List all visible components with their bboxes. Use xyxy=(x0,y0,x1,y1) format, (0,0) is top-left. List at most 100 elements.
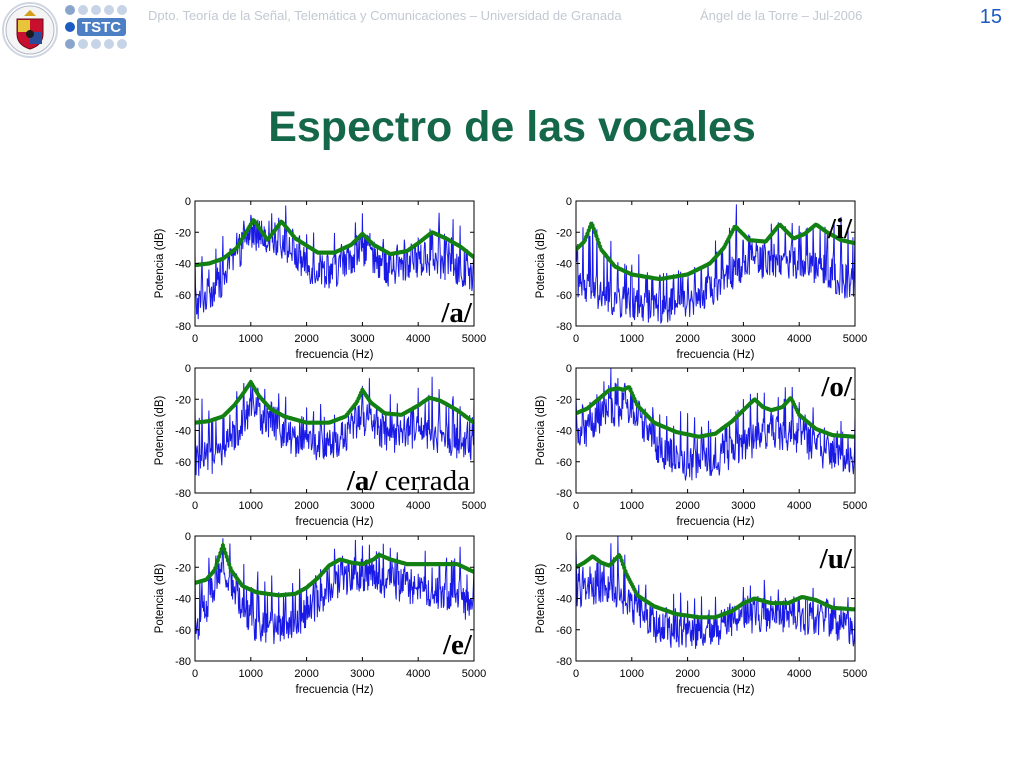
envelope-point xyxy=(471,420,474,425)
envelope-point xyxy=(595,237,600,242)
x-tick-label: 0 xyxy=(192,500,198,512)
envelope-point xyxy=(591,226,596,231)
envelope-point xyxy=(217,554,222,559)
envelope-markers xyxy=(195,380,474,425)
x-tick-label: 4000 xyxy=(787,500,811,512)
envelope-point xyxy=(598,244,603,249)
envelope-point xyxy=(215,558,220,563)
envelope-point xyxy=(222,547,227,552)
envelope-point xyxy=(618,555,623,560)
envelope-point xyxy=(584,234,589,240)
plot-area xyxy=(195,538,474,645)
x-tick-label: 3000 xyxy=(731,333,755,345)
y-tick-label: -40 xyxy=(175,259,191,271)
y-tick-label: 0 xyxy=(566,196,572,208)
header-department: Dpto. Teoría de la Señal, Telemática y C… xyxy=(148,8,622,23)
x-tick-label: 0 xyxy=(573,333,579,345)
x-tick-label: 0 xyxy=(192,333,198,345)
envelope-point xyxy=(596,240,601,246)
envelope-point xyxy=(586,228,591,233)
x-tick-label: 4000 xyxy=(406,668,430,680)
y-tick-label: -40 xyxy=(556,426,572,438)
envelope-point xyxy=(585,231,590,236)
x-tick-label: 4000 xyxy=(406,500,430,512)
x-tick-label: 2000 xyxy=(675,500,699,512)
x-axis-label: frecuencia (Hz) xyxy=(677,516,755,528)
x-tick-label: 5000 xyxy=(843,333,867,345)
y-tick-label: -60 xyxy=(175,457,191,469)
header-author-date: Ángel de la Torre – Jul-2006 xyxy=(700,8,863,23)
x-tick-label: 1000 xyxy=(239,500,263,512)
plot-area xyxy=(195,205,474,320)
y-tick-label: -80 xyxy=(556,488,572,500)
chart-2: 0 1000 2000 3000 4000 5000 0 -20 -40 -60 -80 frecue… xyxy=(535,196,867,361)
y-tick-label: -80 xyxy=(175,321,191,333)
y-tick-label: -60 xyxy=(556,290,572,302)
x-tick-label: 2000 xyxy=(675,668,699,680)
x-tick-label: 3000 xyxy=(731,668,755,680)
x-tick-label: 2000 xyxy=(675,333,699,345)
y-tick-label: -60 xyxy=(556,625,572,637)
x-tick-label: 5000 xyxy=(462,333,486,345)
x-tick-label: 1000 xyxy=(620,668,644,680)
y-axis-label: Potencia (dB) xyxy=(535,395,547,465)
envelope-markers xyxy=(195,218,474,268)
x-tick-label: 0 xyxy=(573,500,579,512)
x-axis-label: frecuencia (Hz) xyxy=(677,684,755,696)
spectrum-line xyxy=(576,368,855,481)
envelope-point xyxy=(225,558,231,563)
spectrum-line xyxy=(576,536,855,649)
chart-6: 0 1000 2000 3000 4000 5000 0 -20 -40 -60 -80 frecue… xyxy=(535,531,867,696)
x-axis-label: frecuencia (Hz) xyxy=(296,516,374,528)
x-axis-label: frecuencia (Hz) xyxy=(296,349,374,361)
spectrum-line xyxy=(195,376,474,476)
x-tick-label: 4000 xyxy=(787,333,811,345)
vowel-label: /o/ xyxy=(820,371,853,403)
x-axis-label: frecuencia (Hz) xyxy=(677,349,755,361)
x-tick-label: 4000 xyxy=(787,668,811,680)
envelope-point xyxy=(224,554,229,559)
spectrum-line xyxy=(576,204,855,324)
x-tick-label: 5000 xyxy=(462,500,486,512)
y-axis-label: Potencia (dB) xyxy=(154,228,166,298)
envelope-point xyxy=(220,543,225,548)
envelope-markers xyxy=(576,385,855,439)
x-tick-label: 1000 xyxy=(239,333,263,345)
envelope-point xyxy=(852,607,855,612)
y-tick-label: -40 xyxy=(175,594,191,606)
x-tick-label: 5000 xyxy=(462,668,486,680)
y-tick-label: 0 xyxy=(566,363,572,375)
envelope-point xyxy=(590,223,595,228)
x-tick-label: 3000 xyxy=(350,500,374,512)
y-tick-label: 0 xyxy=(185,196,191,208)
x-tick-label: 2000 xyxy=(294,500,318,512)
y-axis-label: Potencia (dB) xyxy=(535,228,547,298)
y-tick-label: -80 xyxy=(175,656,191,668)
vowel-label: /a/ xyxy=(440,297,473,329)
y-tick-label: -80 xyxy=(175,488,191,500)
y-tick-label: -60 xyxy=(556,457,572,469)
tstc-logo-text: TSTC xyxy=(82,19,121,36)
slide-title: Espectro de las vocales xyxy=(268,103,756,151)
x-tick-label: 1000 xyxy=(620,500,644,512)
envelope-point xyxy=(471,255,474,260)
tstc-logo: TSTC xyxy=(62,2,128,52)
envelope-point xyxy=(622,565,627,570)
envelope-point xyxy=(471,569,474,574)
x-tick-label: 0 xyxy=(192,668,198,680)
y-tick-label: 0 xyxy=(566,531,572,543)
chart-1: 0 1000 2000 3000 4000 5000 0 -20 -40 -60 -80 frecue… xyxy=(154,196,486,361)
y-tick-label: -20 xyxy=(175,227,191,239)
envelope-point xyxy=(852,241,855,246)
chart-4: 0 1000 2000 3000 4000 5000 0 -20 -40 -60 -80 frecue… xyxy=(535,363,867,528)
x-tick-label: 3000 xyxy=(731,500,755,512)
y-tick-label: -60 xyxy=(175,625,191,637)
page-number: 15 xyxy=(979,6,1002,28)
plot-area xyxy=(576,204,855,324)
x-tick-label: 5000 xyxy=(843,500,867,512)
envelope-point xyxy=(620,562,626,567)
plot-area xyxy=(576,536,855,649)
x-tick-label: 5000 xyxy=(843,668,867,680)
x-tick-label: 2000 xyxy=(294,668,318,680)
